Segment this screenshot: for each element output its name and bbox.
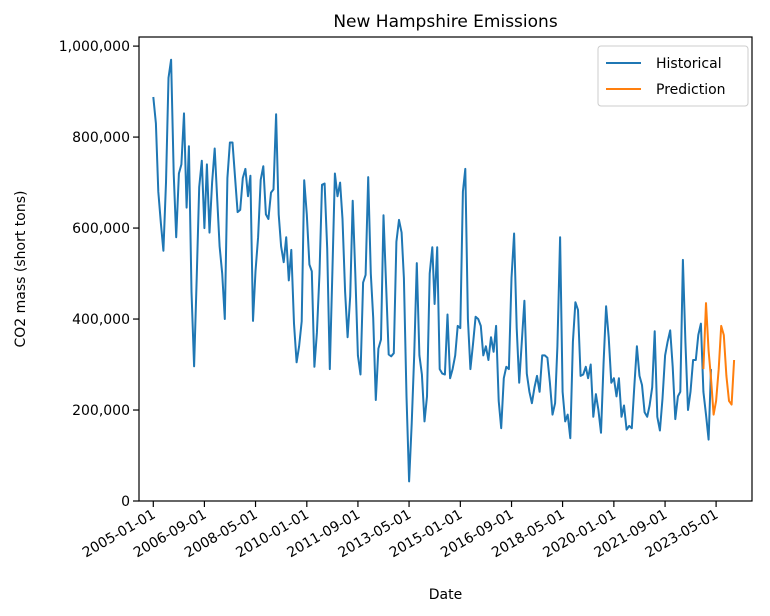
plot-lines — [152, 58, 736, 483]
legend-label-historical: Historical — [656, 56, 722, 72]
legend-box — [597, 45, 749, 107]
legend: Historical Prediction — [597, 45, 749, 107]
plot-frame — [138, 36, 753, 502]
y-axis-title: CO2 mass (short tons) — [13, 191, 29, 348]
y-tick-label: 600,000 — [72, 221, 130, 237]
y-axis: 0 200,000 400,000 600,000 800,000 1,000,000 — [59, 39, 139, 510]
y-tick-label: 400,000 — [72, 312, 130, 328]
y-tick-label: 200,000 — [72, 403, 130, 419]
y-tick-label: 800,000 — [72, 130, 130, 146]
y-tick-label: 0 — [121, 494, 130, 510]
chart-title: New Hampshire Emissions — [333, 12, 558, 32]
series-line-historical — [152, 58, 712, 483]
legend-label-prediction: Prediction — [656, 82, 726, 98]
x-axis: 2005-01-012006-09-012008-05-012010-01-01… — [80, 501, 721, 561]
series-line-prediction — [702, 302, 736, 416]
y-tick-label: 1,000,000 — [59, 39, 130, 55]
x-axis-title: Date — [429, 587, 462, 603]
